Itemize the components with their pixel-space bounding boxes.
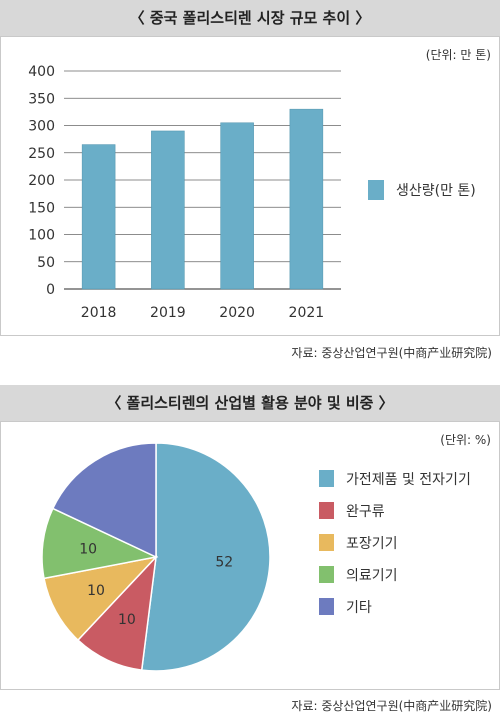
pie-legend-label: 기타 <box>346 600 372 616</box>
bar-chart: (단위: 만 톤) 400 350 300 250 200 150 100 50 0 2018 2… <box>28 48 491 321</box>
bar-chart-title: 〈 중국 폴리스티렌 시장 규모 추이 〉 <box>0 0 500 36</box>
pie-slice-label: 10 <box>79 541 97 557</box>
bar-ytick-label: 400 <box>28 64 55 80</box>
pie-source: 자료: 중상산업연구원(中商产业研究院) <box>291 699 492 713</box>
bar-ytick-label: 250 <box>28 146 55 162</box>
pie-chart-title: 〈 폴리스티렌의 산업별 활용 분야 및 비중 〉 <box>0 385 500 421</box>
pie-legend-label: 의료기기 <box>346 568 398 584</box>
pie-legend-swatch <box>319 502 334 519</box>
pie-slice <box>43 555 159 642</box>
pie-legend-label: 포장기기 <box>346 536 398 552</box>
bar-ytick-label: 350 <box>28 91 55 107</box>
bar <box>151 130 185 290</box>
bar-xtick-label: 2019 <box>150 305 186 321</box>
bar-ytick-label: 50 <box>37 255 55 271</box>
pie-legend-swatch <box>319 598 334 615</box>
pie-slice <box>51 442 157 559</box>
pie-slice-label: 10 <box>87 583 105 599</box>
pie-legend-label: 가전제품 및 전자기기 <box>346 472 471 488</box>
pie-chart: (단위: %) 52 10 10 10 가전제품 및 전자기기완구류포장기기의료기기기… <box>41 433 491 672</box>
bar-legend-label: 생산량(만 톤) <box>396 183 476 199</box>
pie-legend-swatch <box>319 534 334 551</box>
bar-xtick-label: 2021 <box>289 305 325 321</box>
bar-chart-panel: (단위: 만 톤) 400 350 300 250 200 150 100 50 0 2018 2… <box>0 36 500 336</box>
pie-slice-label: 52 <box>215 554 233 570</box>
bar-ytick-label: 0 <box>46 282 55 298</box>
pie-legend-swatch <box>319 566 334 583</box>
bar-unit-label: (단위: 만 톤) <box>426 48 491 62</box>
pie-legend-label: 완구류 <box>346 504 385 520</box>
bar-ytick-label: 300 <box>28 119 55 135</box>
pie-unit-label: (단위: %) <box>440 433 491 447</box>
bar-source: 자료: 중상산업연구원(中商产业研究院) <box>291 346 492 360</box>
bar-ytick-label: 100 <box>28 228 55 244</box>
pie-legend-swatch <box>319 470 334 487</box>
bar-legend-swatch <box>368 180 384 200</box>
pie-slice-label: 10 <box>118 612 136 628</box>
bar <box>220 122 254 290</box>
pie-slice <box>140 442 271 672</box>
bar <box>289 108 324 290</box>
bar-ytick-label: 200 <box>28 173 55 189</box>
bar <box>81 144 116 290</box>
bar-ytick-label: 150 <box>28 200 55 216</box>
pie-slice <box>76 554 158 671</box>
pie-slice <box>41 507 159 580</box>
bar-xtick-label: 2018 <box>81 305 117 321</box>
bar-xtick-label: 2020 <box>219 305 255 321</box>
